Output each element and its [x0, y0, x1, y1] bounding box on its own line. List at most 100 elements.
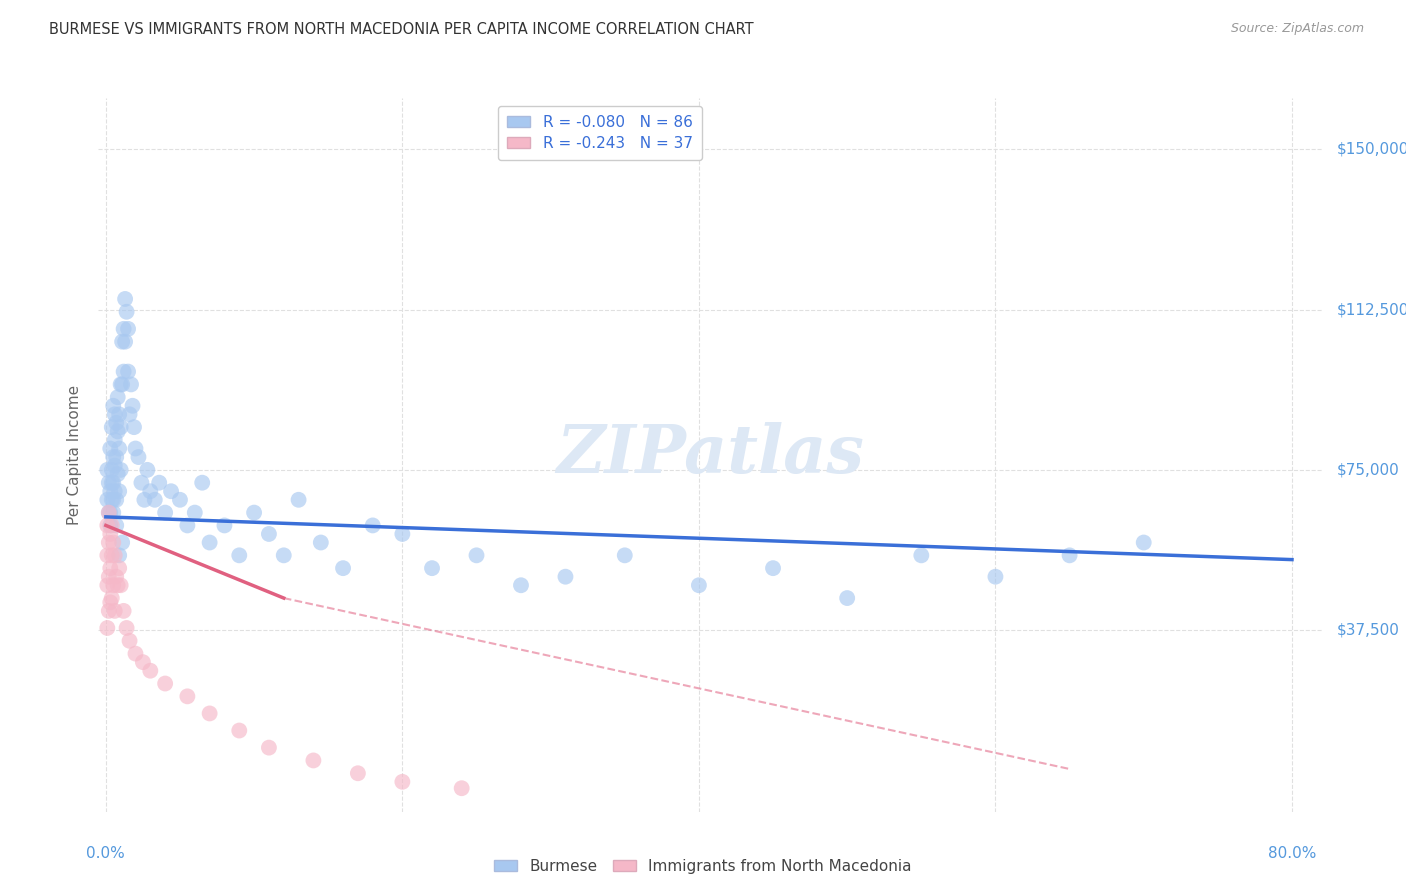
Point — [198, 706, 221, 721]
Point — [132, 655, 155, 669]
Point — [105, 518, 128, 533]
Point — [127, 450, 149, 464]
Point — [107, 390, 129, 404]
Point — [688, 578, 710, 592]
Point — [100, 549, 122, 563]
Text: $75,000: $75,000 — [1337, 462, 1399, 477]
Point — [160, 484, 183, 499]
Point — [450, 781, 472, 796]
Point — [105, 492, 128, 507]
Point — [114, 334, 136, 349]
Point — [134, 492, 156, 507]
Text: $150,000: $150,000 — [1337, 142, 1406, 157]
Point — [100, 492, 122, 507]
Point — [391, 774, 413, 789]
Point — [97, 535, 120, 549]
Point — [287, 492, 309, 507]
Point — [910, 549, 932, 563]
Point — [118, 633, 141, 648]
Legend: R = -0.080   N = 86, R = -0.243   N = 37: R = -0.080 N = 86, R = -0.243 N = 37 — [498, 106, 702, 161]
Point — [191, 475, 214, 490]
Text: 80.0%: 80.0% — [1268, 846, 1316, 861]
Point — [96, 549, 118, 563]
Point — [1132, 535, 1154, 549]
Point — [554, 570, 576, 584]
Point — [108, 549, 131, 563]
Point — [613, 549, 636, 563]
Point — [110, 420, 132, 434]
Point — [98, 595, 121, 609]
Point — [420, 561, 443, 575]
Point — [98, 506, 121, 520]
Point — [148, 475, 170, 490]
Point — [107, 578, 129, 592]
Point — [122, 420, 145, 434]
Point — [153, 506, 176, 520]
Point — [96, 518, 118, 533]
Point — [107, 467, 129, 482]
Point — [837, 591, 859, 605]
Point — [465, 549, 488, 563]
Point — [96, 578, 118, 592]
Point — [111, 535, 134, 549]
Point — [105, 416, 128, 430]
Point — [110, 377, 132, 392]
Point — [103, 578, 125, 592]
Point — [103, 506, 125, 520]
Point — [139, 664, 162, 678]
Point — [115, 305, 138, 319]
Point — [176, 690, 198, 704]
Text: ZIPatlas: ZIPatlas — [557, 423, 863, 487]
Point — [105, 570, 128, 584]
Point — [124, 647, 146, 661]
Point — [243, 506, 266, 520]
Point — [143, 492, 166, 507]
Point — [98, 484, 121, 499]
Point — [104, 433, 127, 447]
Point — [257, 740, 280, 755]
Point — [100, 475, 122, 490]
Point — [111, 377, 134, 392]
Point — [228, 723, 250, 738]
Point — [762, 561, 785, 575]
Point — [108, 407, 131, 421]
Point — [97, 604, 120, 618]
Point — [108, 484, 131, 499]
Point — [96, 492, 118, 507]
Point — [98, 527, 121, 541]
Point — [108, 561, 131, 575]
Point — [108, 442, 131, 456]
Point — [103, 399, 125, 413]
Point — [103, 475, 125, 490]
Point — [103, 450, 125, 464]
Point — [121, 399, 143, 413]
Point — [100, 463, 122, 477]
Text: Source: ZipAtlas.com: Source: ZipAtlas.com — [1230, 22, 1364, 36]
Point — [115, 621, 138, 635]
Point — [176, 518, 198, 533]
Y-axis label: Per Capita Income: Per Capita Income — [67, 384, 83, 525]
Point — [228, 549, 250, 563]
Point — [104, 604, 127, 618]
Point — [117, 322, 139, 336]
Point — [257, 527, 280, 541]
Point — [347, 766, 370, 780]
Point — [100, 420, 122, 434]
Point — [97, 506, 120, 520]
Point — [100, 591, 122, 605]
Point — [104, 484, 127, 499]
Legend: Burmese, Immigrants from North Macedonia: Burmese, Immigrants from North Macedonia — [488, 853, 918, 880]
Point — [124, 442, 146, 456]
Point — [97, 475, 120, 490]
Point — [114, 292, 136, 306]
Point — [169, 492, 191, 507]
Point — [118, 407, 141, 421]
Point — [97, 570, 120, 584]
Point — [184, 506, 207, 520]
Point — [104, 407, 127, 421]
Text: 0.0%: 0.0% — [86, 846, 125, 861]
Point — [131, 475, 153, 490]
Point — [112, 604, 135, 618]
Point — [302, 754, 325, 768]
Text: BURMESE VS IMMIGRANTS FROM NORTH MACEDONIA PER CAPITA INCOME CORRELATION CHART: BURMESE VS IMMIGRANTS FROM NORTH MACEDON… — [49, 22, 754, 37]
